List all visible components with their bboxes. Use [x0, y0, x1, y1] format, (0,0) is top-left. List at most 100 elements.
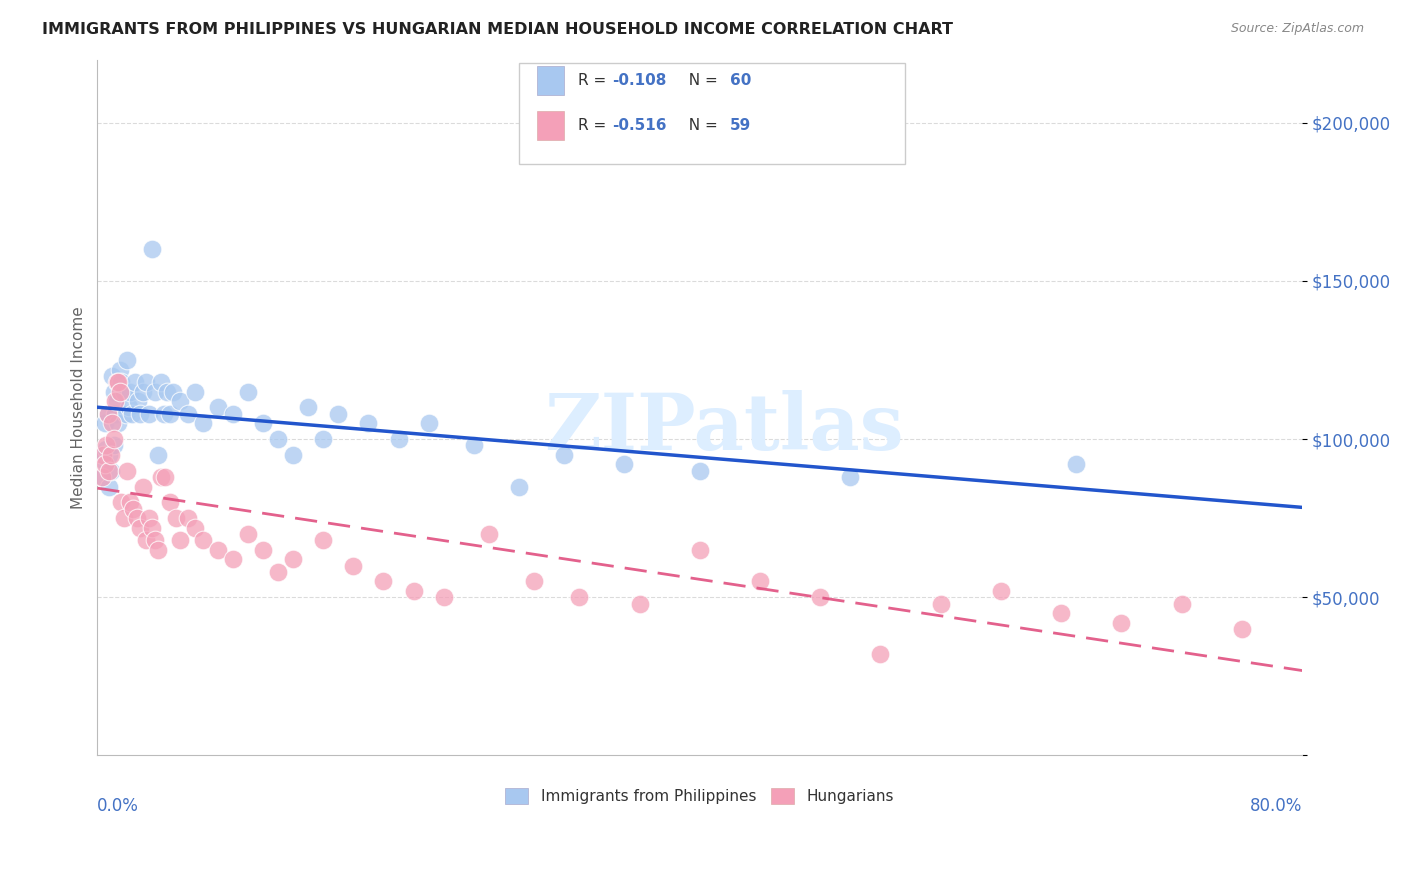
- Point: [177, 511, 200, 525]
- Point: [267, 565, 290, 579]
- Point: [96, 442, 118, 456]
- Point: [146, 448, 169, 462]
- Point: [328, 407, 350, 421]
- Point: [929, 597, 952, 611]
- Point: [97, 407, 120, 421]
- Point: [135, 375, 157, 389]
- Point: [342, 558, 364, 573]
- Point: [191, 417, 214, 431]
- Point: [110, 375, 132, 389]
- Point: [839, 470, 862, 484]
- Text: 60: 60: [730, 72, 751, 87]
- Point: [98, 448, 121, 462]
- Point: [97, 407, 120, 421]
- Point: [114, 384, 136, 399]
- Point: [100, 464, 122, 478]
- Point: [149, 375, 172, 389]
- Point: [222, 407, 245, 421]
- Point: [120, 384, 142, 399]
- Point: [107, 417, 129, 431]
- Point: [120, 495, 142, 509]
- Point: [101, 368, 124, 383]
- Text: 80.0%: 80.0%: [1250, 797, 1302, 815]
- Point: [297, 401, 319, 415]
- Point: [418, 417, 440, 431]
- Point: [1064, 458, 1087, 472]
- Point: [121, 407, 143, 421]
- Text: R =: R =: [578, 118, 612, 133]
- Point: [100, 448, 122, 462]
- Point: [94, 458, 117, 472]
- Point: [110, 495, 132, 509]
- Point: [165, 511, 187, 525]
- Point: [114, 511, 136, 525]
- Point: [98, 464, 121, 478]
- Point: [628, 597, 651, 611]
- Point: [122, 501, 145, 516]
- Point: [128, 407, 150, 421]
- Point: [433, 591, 456, 605]
- Text: Source: ZipAtlas.com: Source: ZipAtlas.com: [1230, 22, 1364, 36]
- Point: [138, 511, 160, 525]
- Point: [143, 384, 166, 399]
- Point: [1050, 606, 1073, 620]
- Point: [156, 384, 179, 399]
- FancyBboxPatch shape: [537, 65, 564, 95]
- Point: [312, 432, 335, 446]
- Point: [90, 470, 112, 484]
- Text: N =: N =: [679, 72, 723, 87]
- Point: [252, 542, 274, 557]
- Text: IMMIGRANTS FROM PHILIPPINES VS HUNGARIAN MEDIAN HOUSEHOLD INCOME CORRELATION CHA: IMMIGRANTS FROM PHILIPPINES VS HUNGARIAN…: [42, 22, 953, 37]
- Point: [141, 243, 163, 257]
- Point: [135, 533, 157, 548]
- Point: [103, 438, 125, 452]
- Point: [689, 542, 711, 557]
- Point: [184, 384, 207, 399]
- Point: [149, 470, 172, 484]
- Point: [267, 432, 290, 446]
- Point: [236, 527, 259, 541]
- Point: [90, 448, 112, 462]
- Point: [357, 417, 380, 431]
- Point: [105, 394, 128, 409]
- Point: [117, 353, 139, 368]
- Point: [131, 479, 153, 493]
- Legend: Immigrants from Philippines, Hungarians: Immigrants from Philippines, Hungarians: [499, 782, 900, 810]
- Point: [128, 521, 150, 535]
- Point: [553, 448, 575, 462]
- Point: [463, 438, 485, 452]
- Point: [124, 375, 146, 389]
- Point: [117, 464, 139, 478]
- Point: [159, 407, 181, 421]
- Point: [1170, 597, 1192, 611]
- Point: [131, 384, 153, 399]
- Point: [159, 495, 181, 509]
- Point: [1230, 622, 1253, 636]
- Point: [749, 574, 772, 589]
- Text: -0.108: -0.108: [612, 72, 666, 87]
- Point: [252, 417, 274, 431]
- Point: [478, 527, 501, 541]
- Point: [138, 407, 160, 421]
- Point: [207, 401, 229, 415]
- Point: [93, 470, 115, 484]
- Point: [152, 407, 174, 421]
- Point: [105, 375, 128, 389]
- Text: 0.0%: 0.0%: [97, 797, 139, 815]
- Point: [281, 448, 304, 462]
- Text: -0.516: -0.516: [612, 118, 666, 133]
- Point: [523, 574, 546, 589]
- Point: [207, 542, 229, 557]
- Point: [184, 521, 207, 535]
- Point: [94, 417, 117, 431]
- Point: [689, 464, 711, 478]
- Point: [169, 533, 191, 548]
- FancyBboxPatch shape: [519, 63, 904, 164]
- Point: [127, 394, 149, 409]
- Point: [93, 448, 115, 462]
- Point: [169, 394, 191, 409]
- Point: [162, 384, 184, 399]
- Point: [312, 533, 335, 548]
- Point: [101, 417, 124, 431]
- Point: [869, 647, 891, 661]
